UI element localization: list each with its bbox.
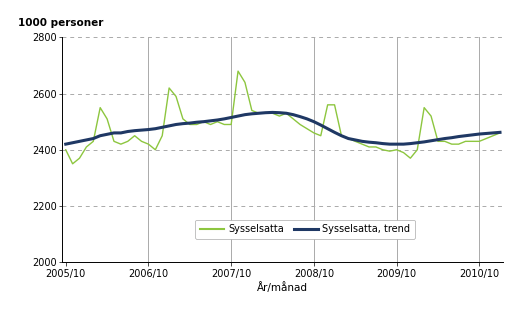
Text: 1000 personer: 1000 personer <box>18 18 103 28</box>
X-axis label: År/månad: År/månad <box>257 282 308 293</box>
Legend: Sysselsatta, Sysselsatta, trend: Sysselsatta, Sysselsatta, trend <box>195 220 415 239</box>
